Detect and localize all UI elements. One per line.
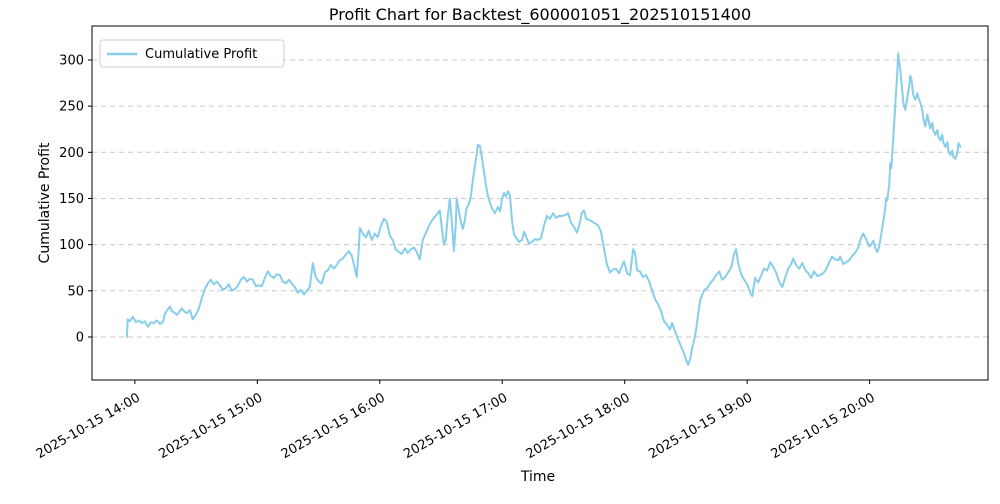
x-tick-label: 2025-10-15 16:00 bbox=[279, 390, 388, 462]
legend-label: Cumulative Profit bbox=[145, 47, 257, 62]
cumulative-profit-line bbox=[125, 52, 962, 366]
x-tick-label: 2025-10-15 17:00 bbox=[401, 390, 510, 462]
y-tick-label: 100 bbox=[59, 238, 84, 253]
chart-title: Profit Chart for Backtest_600001051_2025… bbox=[329, 5, 751, 25]
y-tick-label: 0 bbox=[76, 330, 84, 345]
plot-area bbox=[92, 26, 988, 380]
y-axis-label: Cumulative Profit bbox=[37, 142, 53, 263]
legend-box bbox=[99, 39, 285, 68]
series-lines bbox=[125, 52, 962, 366]
y-tick-label: 150 bbox=[59, 192, 84, 207]
x-tick-label: 2025-10-15 20:00 bbox=[769, 390, 878, 462]
y-tick-label: 300 bbox=[59, 53, 84, 68]
y-tick-label: 250 bbox=[59, 100, 84, 115]
x-tick-label: 2025-10-15 14:00 bbox=[34, 390, 143, 462]
x-tick-label: 2025-10-15 15:00 bbox=[156, 390, 265, 462]
y-tick-label: 50 bbox=[67, 284, 84, 299]
x-tick-label: 2025-10-15 18:00 bbox=[524, 390, 633, 462]
y-tick-label: 200 bbox=[59, 146, 84, 161]
legend: Cumulative Profit bbox=[99, 39, 285, 68]
x-axis-label: Time bbox=[520, 469, 555, 485]
axes-spines bbox=[91, 25, 989, 381]
x-tick-label: 2025-10-15 19:00 bbox=[646, 390, 755, 462]
